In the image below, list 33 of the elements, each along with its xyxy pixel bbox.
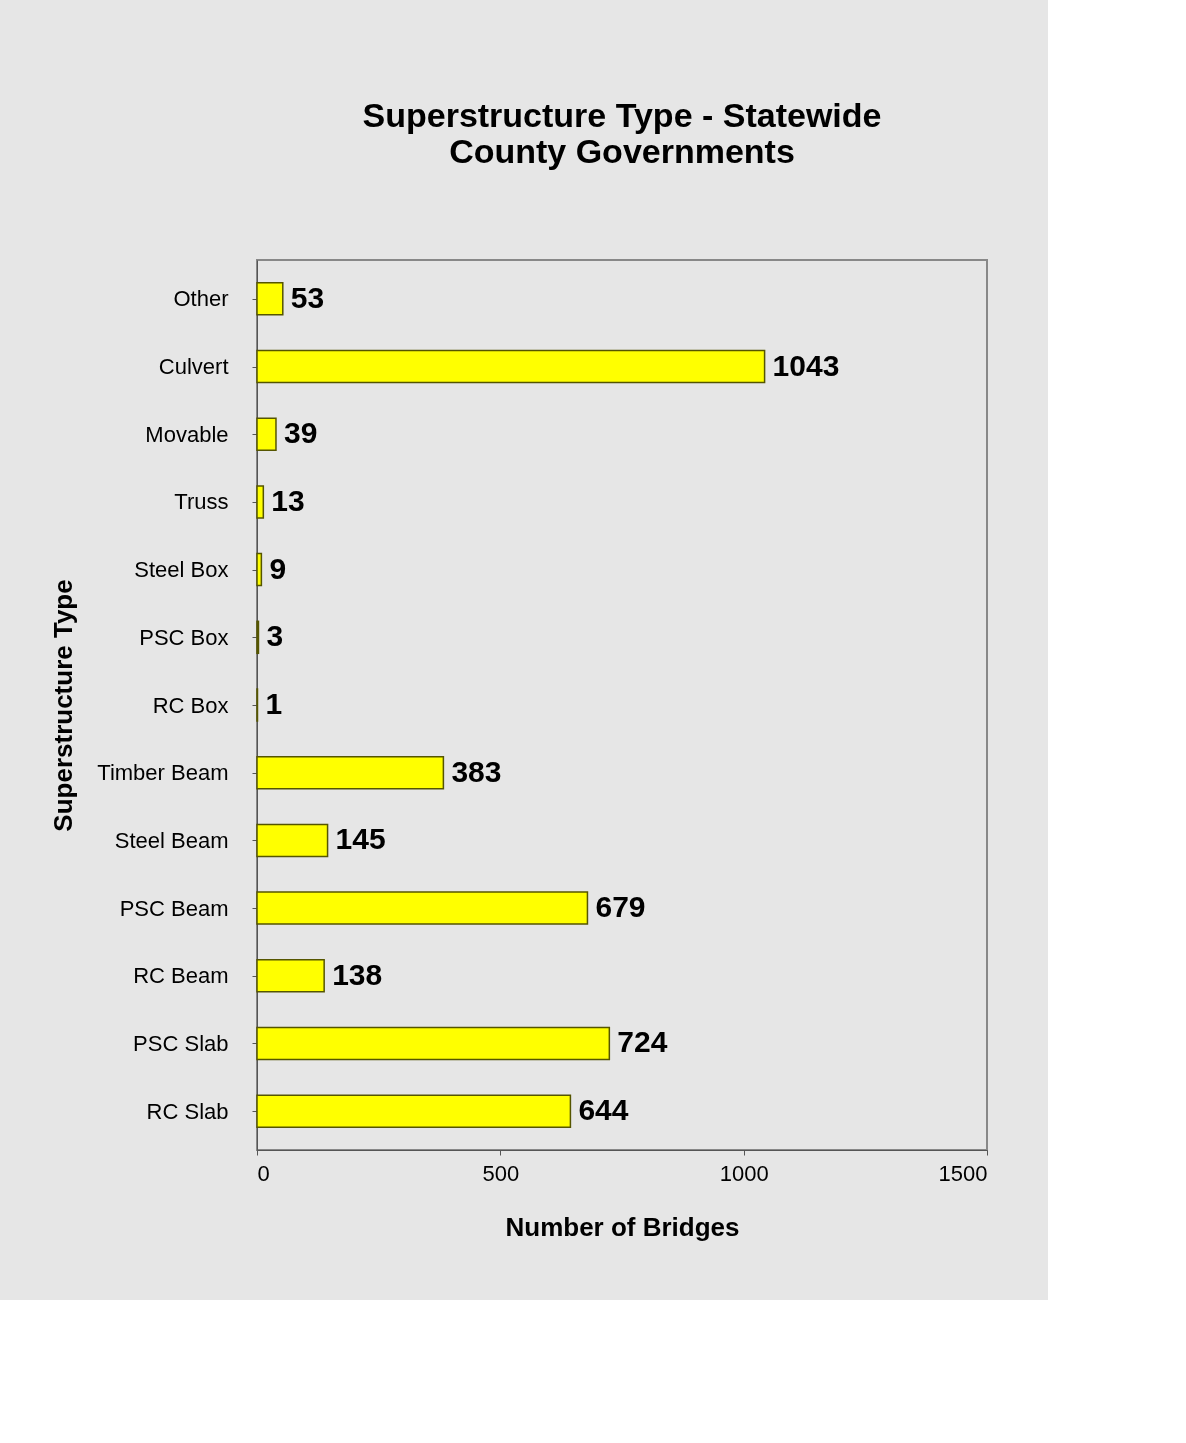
data-label: 1043 [772, 348, 840, 382]
x-tick-label: 500 [482, 1160, 520, 1186]
y-tick-label: PSC Slab [133, 1030, 229, 1056]
data-label: 383 [451, 754, 502, 788]
y-tick-label: Steel Beam [114, 827, 229, 853]
data-label: 138 [332, 957, 383, 991]
y-tick-label: RC Beam [133, 963, 229, 989]
x-tick-label: 1500 [938, 1160, 988, 1186]
y-tick-label: Movable [145, 421, 229, 447]
data-label: 9 [269, 551, 287, 585]
y-tick-label: Steel Box [134, 557, 229, 583]
data-label: 3 [266, 619, 284, 653]
data-label: 53 [290, 280, 325, 314]
y-tick-label: PSC Beam [119, 895, 229, 921]
chart-title: Superstructure Type - Statewide County Governments [362, 96, 882, 170]
y-tick-label: Timber Beam [97, 760, 229, 786]
y-tick-label: RC Slab [146, 1098, 229, 1124]
data-label: 13 [271, 483, 305, 517]
y-tick-label: Truss [174, 489, 229, 515]
data-label: 39 [283, 416, 318, 450]
y-tick-label: Culvert [158, 354, 229, 380]
x-tick-label: 1000 [719, 1160, 769, 1186]
x-axis-title: Number of Bridges [505, 1211, 740, 1242]
y-tick-label: PSC Box [139, 624, 229, 650]
y-tick-label: RC Box [152, 692, 229, 718]
data-label: 644 [578, 1093, 629, 1127]
y-axis-title: Superstructure Type [48, 579, 79, 832]
data-label: 679 [595, 890, 646, 924]
data-label: 724 [617, 1025, 668, 1059]
y-tick-label: Other [173, 286, 229, 312]
x-tick-label: 0 [257, 1160, 270, 1186]
data-label: 1 [265, 687, 283, 720]
data-label: 145 [335, 822, 386, 856]
